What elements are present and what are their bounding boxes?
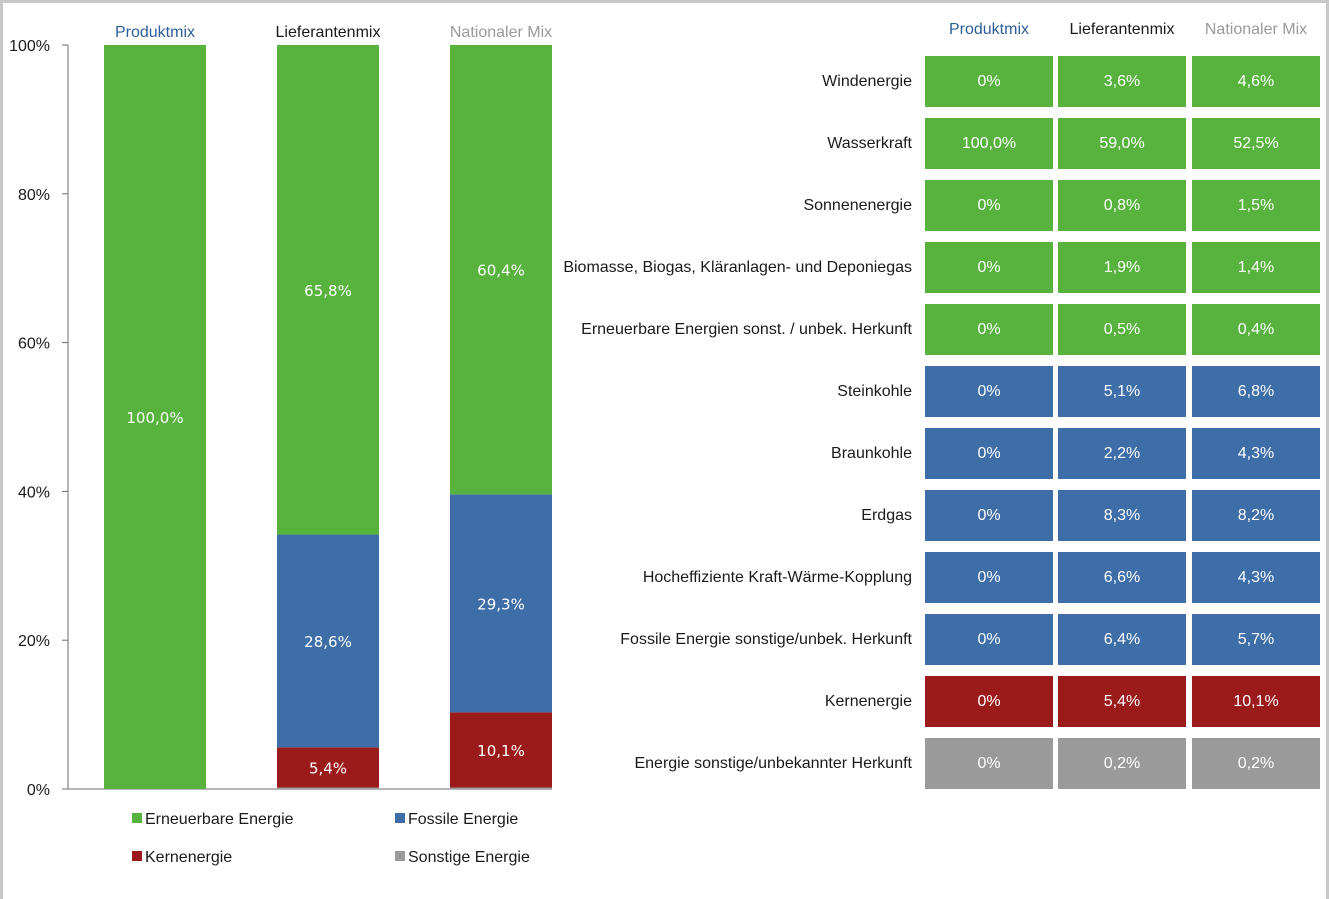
table-row-label: Windenergie [822,72,912,90]
table-cell: 0,5% [1058,304,1186,355]
table-cell: 4,3% [1192,428,1320,479]
bar-segment [277,787,379,789]
legend-label: Kernenergie [145,849,233,866]
table-cell: 0% [925,56,1053,107]
table-cell: 1,4% [1192,242,1320,293]
table-column-header: Produktmix [948,21,1030,38]
table-cell: 2,2% [1058,428,1186,479]
table-row-label: Energie sonstige/unbekannter Herkunft [634,754,912,772]
table-row-label: Braunkohle [831,444,912,462]
table-cell: 5,7% [1192,614,1320,665]
table-cell: 0,2% [1058,738,1186,789]
bar-data-label: 65,8% [304,282,352,300]
category-label: Lieferantenmix [276,24,381,41]
table-cell: 0% [925,428,1053,479]
table-cell: 5,1% [1058,366,1186,417]
bar-segment [277,747,379,788]
legend-item-sonstige: Sonstige Energie [395,849,530,867]
table-column-header: Lieferantenmix [1069,21,1175,38]
legend-item-kernenergie: Kernenergie [132,849,232,867]
table-cell: 0,8% [1058,180,1186,231]
y-tick-label: 40% [18,484,50,501]
table-row-label: Erdgas [861,506,912,524]
table-row-label: Sonnenenergie [803,196,912,214]
table-cell: 0% [925,676,1053,727]
table-cell: 100,0% [925,118,1053,169]
table-row-label: Steinkohle [837,382,912,400]
table-row-label: Wasserkraft [827,134,912,152]
table-row-label: Fossile Energie sonstige/unbek. Herkunft [620,630,912,648]
y-tick-label: 20% [18,633,50,650]
bar-data-label: 28,6% [304,633,352,651]
table-cell: 0,4% [1192,304,1320,355]
legend-label: Erneuerbare Energie [145,811,294,828]
bar-segment [450,494,552,713]
table-cell: 5,4% [1058,676,1186,727]
table-cell: 0% [925,490,1053,541]
bar-data-label: 10,1% [477,742,525,760]
table-cell: 0% [925,304,1053,355]
bar-segment [277,45,379,535]
table-cell: 0% [925,366,1053,417]
table-cell: 6,8% [1192,366,1320,417]
table-cell: 8,2% [1192,490,1320,541]
table-cell: 3,6% [1058,56,1186,107]
bar-segment [277,534,379,748]
table-row-label: Erneuerbare Energien sonst. / unbek. Her… [581,320,912,338]
category-label: Nationaler Mix [450,24,552,41]
y-tick-label: 100% [9,38,50,55]
legend-swatch [132,851,142,861]
y-tick-label: 0% [27,782,50,799]
table-cell: 6,4% [1058,614,1186,665]
stacked-bar-chart: 0% 20% 40% 60% 80% 100% Produktmix Lieferantenm… [9,24,552,799]
bar-data-label: 29,3% [477,595,525,613]
legend-label: Sonstige Energie [408,849,530,866]
table-cell: 0% [925,242,1053,293]
legend-swatch [395,813,405,823]
table-cell: 6,6% [1058,552,1186,603]
bar-segment [104,45,206,789]
table-row-label: Kernenergie [824,692,912,710]
bar-segment [450,787,552,789]
legend-item-fossile: Fossile Energie [395,811,518,829]
table-cell: 10,1% [1192,676,1320,727]
bar-segment [450,712,552,788]
y-tick-label: 80% [18,187,50,204]
category-label: Produktmix [115,24,195,41]
table-cell: 4,3% [1192,552,1320,603]
bar-data-label: 60,4% [477,262,525,280]
bar-data-label: 5,4% [309,759,347,777]
table-cell: 1,9% [1058,242,1186,293]
table-row-label: Biomasse, Biogas, Kläranlagen- und Depon… [563,258,912,276]
table-cell: 0% [925,738,1053,789]
table-column-header: Nationaler Mix [1204,21,1308,38]
legend-item-erneuerbare: Erneuerbare Energie [132,811,294,829]
table-cell: 0% [925,614,1053,665]
table-cell: 0% [925,552,1053,603]
table-cell: 8,3% [1058,490,1186,541]
legend-swatch [132,813,142,823]
bar-segment [450,45,552,495]
legend-label: Fossile Energie [408,811,519,828]
bar-data-label: 100,0% [126,409,183,427]
y-tick-label: 60% [18,336,50,353]
table-cell: 1,5% [1192,180,1320,231]
table-cell: 0% [925,180,1053,231]
table-cell: 4,6% [1192,56,1320,107]
table-cell: 52,5% [1192,118,1320,169]
table-row-label: Hocheffiziente Kraft-Wärme-Kopplung [642,568,912,586]
table-cell: 0,2% [1192,738,1320,789]
table-cell: 59,0% [1058,118,1186,169]
legend-swatch [395,851,405,861]
